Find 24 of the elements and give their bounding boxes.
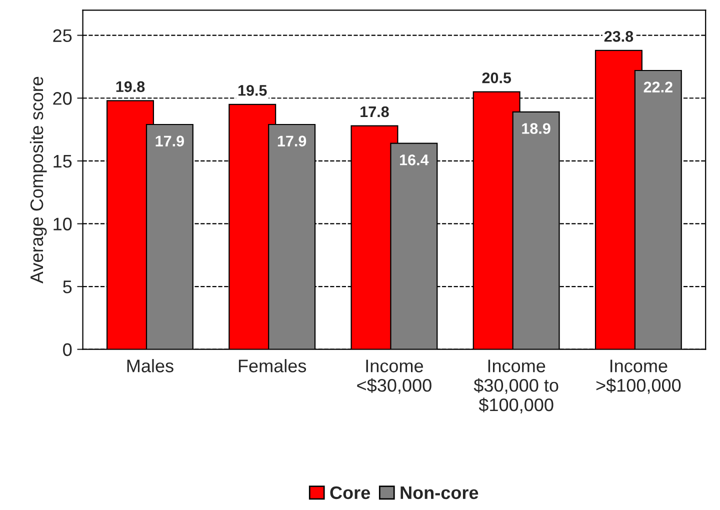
data-label: 17.8 (360, 106, 389, 118)
x-tick-label: Income <$30,000 (357, 360, 432, 394)
y-tick-label: 0 (63, 343, 72, 356)
x-tick-label: Income >$100,000 (596, 360, 681, 394)
y-tick-label: 15 (54, 155, 72, 168)
y-tick-label: 25 (53, 29, 72, 42)
data-label: 17.9 (278, 136, 306, 146)
y-axis-title: Average Composite score (30, 76, 47, 284)
x-tick-label: Income $30,000 to $100,000 (474, 360, 558, 414)
data-label: 18.9 (522, 123, 550, 134)
data-label: 19.8 (116, 81, 145, 92)
legend-label: Core (330, 486, 370, 500)
y-tick-label: 10 (54, 218, 72, 230)
y-tick-label: 5 (63, 280, 72, 294)
legend-label: Non-core (400, 486, 478, 500)
data-label: 19.5 (238, 85, 267, 96)
data-label: 16.4 (400, 154, 429, 166)
data-label: 22.2 (644, 82, 672, 92)
y-tick-label: 20 (53, 92, 72, 105)
data-label: 20.5 (482, 72, 512, 84)
x-tick-label: Females (238, 359, 306, 372)
x-tick-label: Males (127, 359, 174, 372)
data-label: 17.9 (156, 136, 184, 146)
data-label: 23.8 (604, 31, 634, 42)
